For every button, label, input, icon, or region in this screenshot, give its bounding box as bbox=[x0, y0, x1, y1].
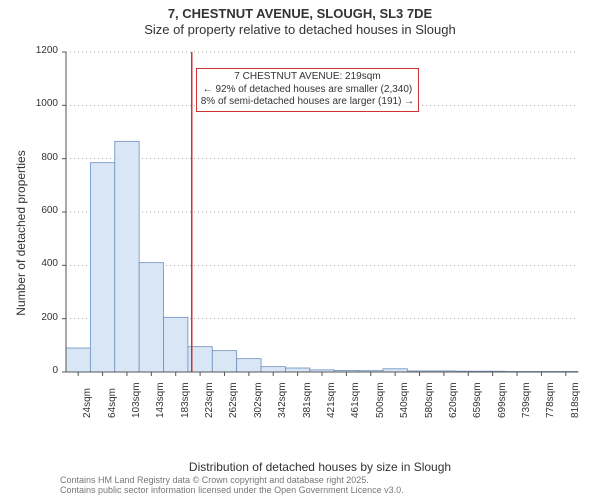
title-line-1: 7, CHESTNUT AVENUE, SLOUGH, SL3 7DE bbox=[0, 6, 600, 21]
x-tick-label: 699sqm bbox=[497, 382, 508, 418]
x-tick-label: 540sqm bbox=[399, 382, 410, 418]
title-line-2: Size of property relative to detached ho… bbox=[0, 22, 600, 37]
x-axis-label: Distribution of detached houses by size … bbox=[60, 460, 580, 474]
x-tick-label: 183sqm bbox=[180, 382, 191, 418]
chart-titles: 7, CHESTNUT AVENUE, SLOUGH, SL3 7DE Size… bbox=[0, 0, 600, 37]
x-tick-label: 103sqm bbox=[131, 382, 142, 418]
x-tick-label: 500sqm bbox=[375, 382, 386, 418]
y-tick-label: 1000 bbox=[36, 98, 58, 109]
x-tick-label: 818sqm bbox=[570, 382, 581, 418]
x-tick-label: 302sqm bbox=[253, 382, 264, 418]
x-tick-label: 381sqm bbox=[302, 382, 313, 418]
y-tick-label: 800 bbox=[41, 152, 58, 163]
x-tick-label: 461sqm bbox=[350, 382, 361, 418]
y-tick-label: 1200 bbox=[36, 45, 58, 56]
footer-line-2: Contains public sector information licen… bbox=[60, 486, 404, 496]
annotation-line-3: 8% of semi-detached houses are larger (1… bbox=[201, 96, 414, 109]
chart-plot: 020040060080010001200 24sqm64sqm103sqm14… bbox=[60, 48, 580, 418]
x-tick-label: 739sqm bbox=[521, 382, 532, 418]
x-tick-label: 64sqm bbox=[107, 388, 118, 418]
x-tick-label: 778sqm bbox=[545, 382, 556, 418]
footer-text: Contains HM Land Registry data © Crown c… bbox=[60, 476, 404, 496]
x-tick-label: 620sqm bbox=[448, 382, 459, 418]
x-tick-label: 24sqm bbox=[82, 388, 93, 418]
annotation-box: 7 CHESTNUT AVENUE: 219sqm ← 92% of detac… bbox=[196, 68, 419, 112]
y-axis-label: Number of detached properties bbox=[14, 48, 34, 418]
x-tick-label: 262sqm bbox=[228, 382, 239, 418]
x-tick-label: 342sqm bbox=[277, 382, 288, 418]
x-tick-label: 143sqm bbox=[155, 382, 166, 418]
x-tick-label: 580sqm bbox=[424, 382, 435, 418]
x-tick-label: 421sqm bbox=[326, 382, 337, 418]
y-tick-label: 200 bbox=[41, 312, 58, 323]
y-tick-label: 600 bbox=[41, 205, 58, 216]
x-tick-label: 223sqm bbox=[204, 382, 215, 418]
y-tick-label: 0 bbox=[52, 365, 58, 376]
y-tick-label: 400 bbox=[41, 258, 58, 269]
x-tick-label: 659sqm bbox=[472, 382, 483, 418]
annotation-line-2: ← 92% of detached houses are smaller (2,… bbox=[201, 84, 414, 97]
annotation-line-1: 7 CHESTNUT AVENUE: 219sqm bbox=[201, 71, 414, 84]
